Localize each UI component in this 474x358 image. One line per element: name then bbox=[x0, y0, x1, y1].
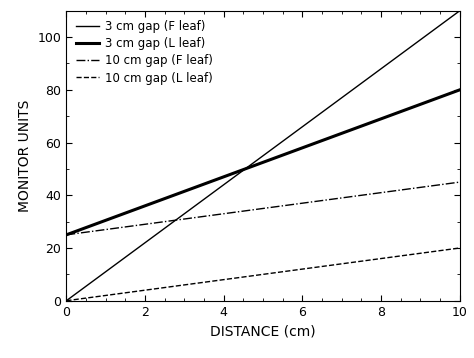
Legend: 3 cm gap (F leaf), 3 cm gap (L leaf), 10 cm gap (F leaf), 10 cm gap (L leaf): 3 cm gap (F leaf), 3 cm gap (L leaf), 10… bbox=[72, 16, 217, 88]
X-axis label: DISTANCE (cm): DISTANCE (cm) bbox=[210, 324, 316, 338]
Y-axis label: MONITOR UNITS: MONITOR UNITS bbox=[18, 100, 32, 212]
